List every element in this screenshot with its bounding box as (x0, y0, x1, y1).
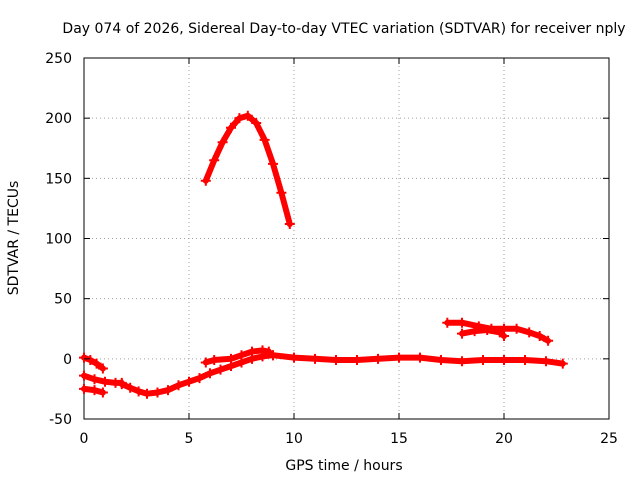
data-point (152, 387, 163, 398)
y-tick-label: 0 (63, 352, 72, 368)
data-point (557, 358, 568, 369)
data-point (478, 355, 488, 366)
data-point (116, 379, 127, 390)
y-tick-label: 50 (54, 292, 72, 308)
data-point (97, 363, 108, 374)
x-tick-label: 20 (495, 431, 513, 447)
data-point (247, 346, 257, 357)
data-point (499, 330, 509, 341)
series-line (202, 112, 293, 228)
data-point (217, 137, 228, 148)
data-point (268, 350, 278, 361)
data-point (91, 358, 102, 369)
data-point (133, 386, 144, 397)
data-point (236, 350, 247, 361)
data-point (242, 110, 253, 121)
series-arc-3 (79, 383, 108, 398)
grid-layer (84, 58, 609, 419)
data-point (482, 324, 493, 335)
data-point (194, 373, 205, 384)
y-axis-title: SDTVAR / TECUs (6, 181, 22, 296)
data-point (284, 219, 295, 230)
data-point (259, 134, 270, 145)
data-point (373, 353, 383, 364)
y-tick-label: 100 (45, 232, 72, 248)
data-point (310, 353, 320, 364)
data-point (268, 158, 278, 169)
chart-title: Day 074 of 2026, Sidereal Day-to-day VTE… (62, 21, 625, 37)
series-arc-1 (79, 352, 108, 374)
series-arc-7 (200, 110, 295, 230)
y-tick-label: 200 (45, 111, 72, 127)
data-point (97, 387, 108, 398)
data-point (394, 352, 404, 363)
data-point (534, 330, 545, 341)
data-point (173, 380, 184, 391)
data-point (85, 355, 96, 366)
data-point (520, 355, 530, 366)
tick-layer: 0 5 10 15 20 25 -50 0 50 100 150 200 250 (45, 51, 618, 447)
data-point (200, 357, 211, 368)
data-point (163, 385, 173, 396)
x-tick-label: 0 (80, 431, 89, 447)
data-point (100, 376, 110, 387)
x-axis-title: GPS time / hours (285, 458, 402, 474)
data-point (499, 355, 509, 366)
data-point (89, 374, 100, 385)
data-point (511, 323, 522, 334)
data-point (457, 328, 467, 339)
x-tick-label: 10 (285, 431, 303, 447)
x-tick-label: 5 (185, 431, 194, 447)
data-point (215, 364, 226, 375)
series-arc-9 (457, 324, 509, 341)
data-point (524, 327, 535, 338)
data-point (442, 317, 453, 328)
data-point (89, 385, 100, 396)
y-tick-label: 150 (45, 171, 72, 187)
data-point (79, 383, 89, 394)
data-point (226, 353, 236, 364)
data-point (352, 355, 362, 366)
data-point (205, 368, 215, 379)
plot-frame (83, 57, 610, 420)
x-tick-label: 15 (390, 431, 408, 447)
data-point (415, 352, 425, 363)
data-point (469, 326, 480, 337)
data-point (257, 345, 268, 356)
data-point (331, 355, 341, 366)
data-point (142, 388, 152, 399)
series-line (118, 352, 276, 397)
data-point (251, 117, 262, 128)
data-point (289, 352, 299, 363)
data-point (234, 113, 245, 124)
y-tick-label: -50 (49, 412, 72, 428)
series-arc-5 (200, 345, 274, 368)
series-layer (79, 110, 568, 399)
data-point (226, 122, 236, 133)
y-tick-label: 250 (45, 51, 72, 67)
series-arc-6 (268, 350, 568, 369)
data-point (457, 356, 467, 367)
data-point (543, 335, 554, 346)
data-point (200, 175, 211, 186)
x-tick-label: 25 (600, 431, 618, 447)
data-point (184, 376, 194, 387)
data-point (79, 370, 89, 381)
data-point (209, 155, 220, 166)
data-point (436, 355, 446, 366)
data-point (209, 355, 220, 366)
data-point (457, 317, 467, 328)
data-point (541, 356, 551, 367)
data-point (79, 352, 89, 363)
data-point (276, 187, 287, 198)
data-point (125, 382, 136, 393)
series-arc-4 (116, 350, 278, 399)
